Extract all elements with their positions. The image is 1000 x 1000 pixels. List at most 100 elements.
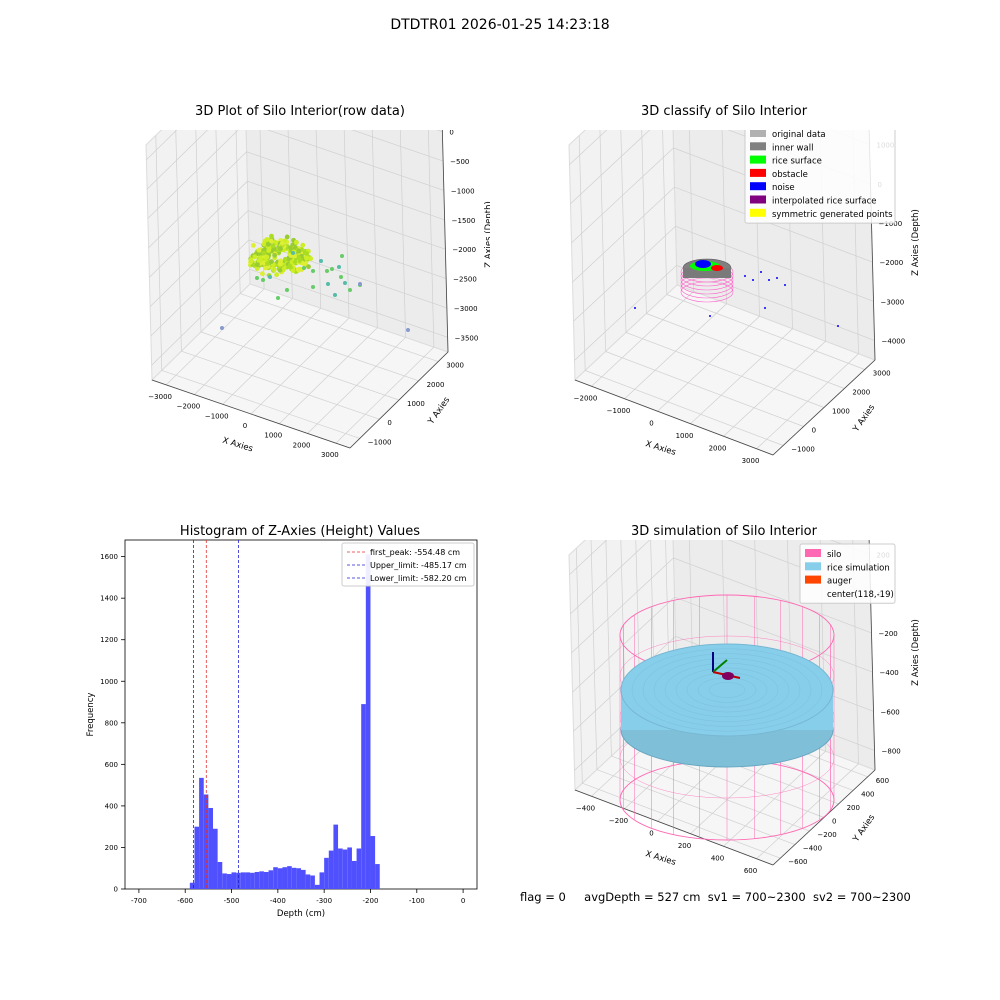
histogram-plot: -700 -600 -500 -400 -300 -200 -100 0 0 200 400 600 8… [86, 539, 478, 919]
grid-line [578, 135, 586, 371]
scatter-point [285, 288, 289, 292]
raw-3d-plot: −3000 −2000 −1000 0 1000 2000 3000 −1000 0 1000 20… [145, 130, 490, 459]
noise-point [837, 325, 839, 327]
y-tick-label: 0 [832, 818, 836, 826]
legend-swatch [805, 562, 821, 571]
legend-swatch [750, 168, 766, 177]
grid-line [641, 130, 647, 314]
grid-line [220, 312, 419, 382]
histogram-bar [347, 847, 352, 889]
x-tick-label: −200 [609, 817, 628, 825]
legend-label: inner wall [772, 143, 813, 153]
y-tick-label: 2000 [427, 381, 445, 389]
scatter-point [339, 275, 343, 279]
rice-point [274, 272, 279, 278]
y-tick-label: −200 [817, 831, 836, 839]
rice-point [272, 252, 277, 258]
scatter-point [268, 275, 272, 279]
x-tick-label: 1000 [676, 432, 694, 440]
scatter-point [337, 265, 341, 269]
scatter-point [333, 293, 337, 297]
legend-label: rice surface [772, 157, 822, 167]
legend-label: original data [772, 130, 826, 140]
rice-point [256, 247, 262, 253]
histogram-bar [194, 826, 200, 889]
y-tick-label: 600 [105, 761, 118, 769]
x-axis-line [151, 379, 351, 449]
y-tick-label: −400 [803, 845, 822, 853]
rice-mesh [708, 682, 746, 698]
histogram-bar [310, 875, 315, 889]
rice-point [282, 256, 288, 262]
scatter-point [343, 281, 347, 285]
scatter-point [276, 296, 280, 300]
grid-line [590, 540, 598, 770]
legend-swatch [750, 195, 766, 204]
plot-frame [124, 539, 478, 890]
rice-point [279, 240, 285, 246]
y-tick-label: −1000 [368, 438, 392, 446]
grid-line [148, 151, 445, 249]
rice-point [304, 255, 309, 261]
rice-point [260, 271, 265, 277]
legend-label: rice simulation [827, 563, 890, 573]
obstacle-cluster [711, 265, 723, 271]
y-tick-label: 0 [812, 427, 816, 435]
x-tick-label: −1000 [205, 412, 229, 420]
simulation-plot-title: 3D simulation of Silo Interior [631, 524, 817, 539]
rice-point [269, 233, 274, 239]
x-tick-label: 3000 [321, 451, 339, 459]
x-tick-label: -500 [224, 897, 240, 905]
x-tick-label: -200 [363, 897, 379, 905]
noise-point [752, 279, 754, 281]
histogram-bar [338, 848, 343, 889]
rice-point [287, 263, 293, 269]
rice-point [264, 254, 270, 260]
grid-line [307, 130, 406, 434]
y-tick-label: 1000 [832, 408, 850, 416]
grid-line [149, 180, 446, 278]
histogram-bar [231, 872, 237, 889]
y-axis-label: Y Axies [426, 395, 453, 427]
grid-line [149, 210, 447, 307]
rice-point [261, 260, 267, 266]
histogram-bar [217, 861, 223, 889]
y-tick-label: 0 [387, 419, 391, 427]
legend-swatch [750, 182, 766, 191]
legend-swatch [805, 575, 821, 584]
grid-line [625, 332, 825, 408]
x-tick-label: -100 [409, 897, 425, 905]
rice-point [248, 257, 254, 263]
rice-point [304, 251, 310, 256]
histogram-bar [208, 807, 213, 889]
x-axis-label: X Axies [644, 439, 677, 458]
histogram-bar [240, 872, 246, 889]
histogram-bar [351, 860, 357, 889]
rice-point [268, 238, 274, 244]
z-tick-label: −500 [450, 158, 469, 166]
x-tick-label: −2000 [574, 394, 598, 402]
legend-swatch [750, 130, 766, 137]
noise-point [776, 277, 778, 279]
legend-label: silo [827, 550, 841, 560]
z-tick-label: −2000 [452, 246, 476, 254]
legend-label: first_peak: -554.48 cm [370, 548, 460, 557]
z-tick-label: −2500 [453, 276, 477, 284]
x-tick-label: 3000 [742, 457, 760, 465]
grid-line [662, 130, 668, 295]
rice-point [269, 259, 274, 264]
x-tick-label: 1000 [264, 432, 282, 440]
noise-point [768, 279, 770, 281]
y-tick-label: 3000 [873, 370, 891, 378]
histogram-bar [370, 836, 376, 889]
z-tick-label: 0 [449, 130, 453, 137]
legend-label: noise [772, 183, 795, 193]
rice-point [277, 267, 283, 273]
x-tick-label: 600 [744, 867, 757, 875]
y-tick-label: 1200 [100, 636, 118, 644]
rice-point [284, 234, 290, 240]
grid-line [175, 130, 182, 352]
sv2-text: sv2 = 700~2300 [812, 890, 911, 904]
scatter-point [291, 251, 295, 255]
histogram-bar [273, 867, 278, 889]
